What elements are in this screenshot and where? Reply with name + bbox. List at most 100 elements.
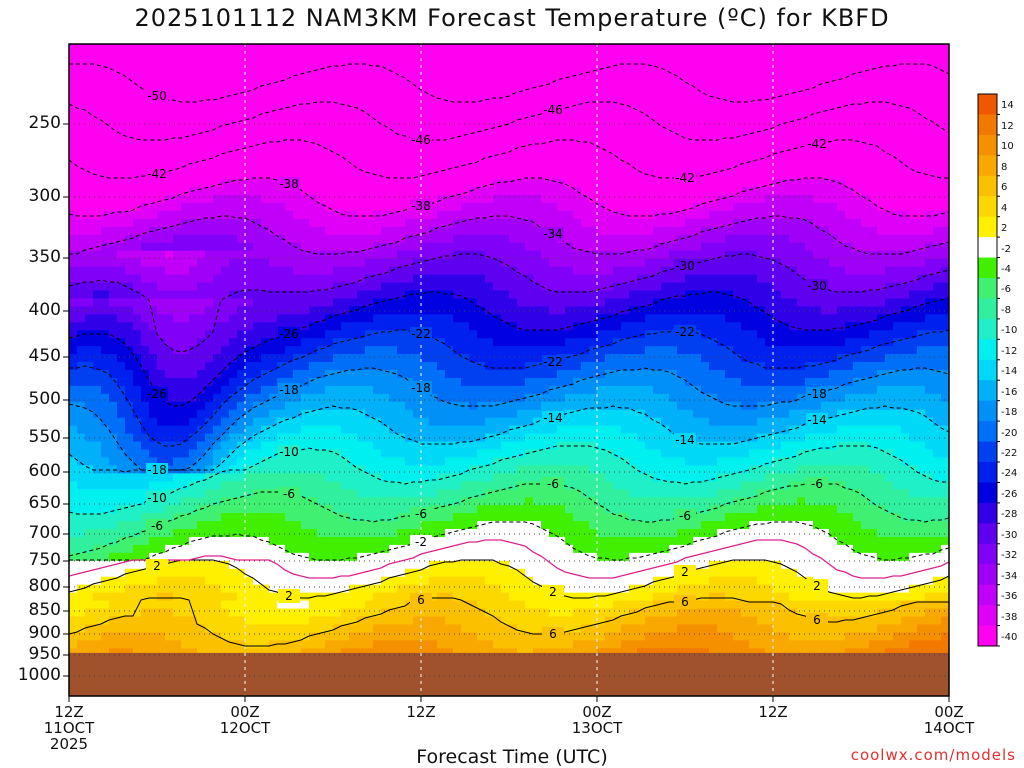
temperature-cell <box>413 314 422 323</box>
temperature-cell <box>333 155 342 164</box>
temperature-cell <box>389 489 398 498</box>
temperature-cell <box>237 115 246 125</box>
temperature-cell <box>445 147 454 156</box>
temperature-cell <box>333 338 342 347</box>
temperature-cell <box>221 195 230 204</box>
temperature-cell <box>485 290 494 300</box>
temperature-cell <box>413 497 422 506</box>
temperature-cell <box>77 457 86 467</box>
temperature-cell <box>205 449 214 459</box>
temperature-cell <box>149 139 158 148</box>
temperature-cell <box>109 107 118 117</box>
temperature-cell <box>141 640 150 649</box>
temperature-cell <box>341 51 350 61</box>
temperature-cell <box>533 592 542 602</box>
temperature-cell <box>413 163 422 172</box>
temperature-cell <box>509 544 518 554</box>
temperature-cell <box>317 513 326 522</box>
temperature-cell <box>309 552 318 562</box>
temperature-cell <box>525 91 534 101</box>
temperature-cell <box>205 425 214 435</box>
temperature-cell <box>189 314 198 323</box>
temperature-cell <box>173 218 182 228</box>
temperature-cell <box>357 481 366 490</box>
temperature-cell <box>165 592 174 602</box>
temperature-cell <box>549 306 558 315</box>
temperature-cell <box>181 521 190 530</box>
temperature-cell <box>165 560 174 570</box>
temperature-cell <box>157 640 166 649</box>
temperature-cell <box>101 409 110 419</box>
temperature-cell <box>517 155 526 164</box>
temperature-cell <box>501 473 510 482</box>
temperature-cell <box>213 298 222 307</box>
temperature-cell <box>549 258 558 268</box>
temperature-cell <box>341 203 350 212</box>
temperature-cell <box>493 187 502 196</box>
temperature-cell <box>269 67 278 77</box>
temperature-cell <box>245 560 254 570</box>
temperature-cell <box>437 346 446 355</box>
temperature-cell <box>357 274 366 284</box>
temperature-cell <box>85 210 94 220</box>
temperature-cell <box>349 536 358 546</box>
temperature-cell <box>189 457 198 467</box>
temperature-cell <box>101 616 110 626</box>
temperature-cell <box>533 171 542 180</box>
temperature-cell <box>445 99 454 109</box>
temperature-cell <box>533 425 542 435</box>
temperature-cell <box>277 107 286 117</box>
temperature-cell <box>125 75 134 85</box>
temperature-cell <box>461 560 470 570</box>
temperature-cell <box>405 608 414 618</box>
temperature-cell <box>437 640 446 649</box>
temperature-cell <box>389 187 398 196</box>
temperature-cell <box>301 91 310 101</box>
temperature-cell <box>85 266 94 276</box>
temperature-cell <box>325 83 334 93</box>
temperature-cell <box>501 163 510 172</box>
temperature-cell <box>541 330 550 339</box>
temperature-cell <box>405 648 414 657</box>
temperature-cell <box>317 449 326 459</box>
temperature-cell <box>157 306 166 315</box>
temperature-cell <box>501 290 510 300</box>
temperature-cell <box>269 449 278 459</box>
temperature-cell <box>373 584 382 594</box>
temperature-cell <box>381 155 390 164</box>
temperature-cell <box>93 465 102 474</box>
temperature-cell <box>541 600 550 610</box>
temperature-cell <box>349 600 358 610</box>
temperature-cell <box>485 417 494 427</box>
temperature-cell <box>173 115 182 125</box>
temperature-cell <box>373 234 382 244</box>
temperature-cell <box>533 322 542 331</box>
temperature-cell <box>309 171 318 180</box>
temperature-cell <box>101 83 110 93</box>
temperature-cell <box>309 529 318 538</box>
temperature-cell <box>493 385 502 395</box>
temperature-cell <box>149 544 158 554</box>
temperature-cell <box>301 624 310 633</box>
temperature-cell <box>181 536 190 546</box>
temperature-cell <box>453 409 462 419</box>
temperature-cell <box>93 203 102 212</box>
temperature-cell <box>373 417 382 427</box>
temperature-cell <box>133 338 142 347</box>
temperature-cell <box>533 99 542 109</box>
temperature-cell <box>93 83 102 93</box>
temperature-cell <box>125 441 134 451</box>
temperature-cell <box>245 401 254 411</box>
temperature-cell <box>69 513 78 522</box>
temperature-cell <box>413 393 422 403</box>
temperature-cell <box>229 592 238 602</box>
temperature-cell <box>245 409 254 419</box>
temperature-cell <box>485 75 494 85</box>
temperature-cell <box>181 314 190 323</box>
temperature-cell <box>157 195 166 204</box>
temperature-cell <box>133 250 142 260</box>
temperature-cell <box>293 584 302 594</box>
temperature-cell <box>461 409 470 419</box>
temperature-cell <box>109 234 118 244</box>
temperature-cell <box>173 600 182 610</box>
